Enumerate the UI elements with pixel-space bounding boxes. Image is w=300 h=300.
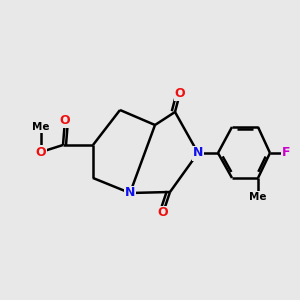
Text: O: O <box>60 113 70 127</box>
Text: O: O <box>175 86 185 100</box>
Text: O: O <box>158 206 168 220</box>
Text: Me: Me <box>32 122 50 132</box>
Text: Me: Me <box>249 192 267 202</box>
Text: F: F <box>282 146 290 160</box>
Text: N: N <box>193 146 203 160</box>
Text: N: N <box>125 187 135 200</box>
Text: O: O <box>36 146 46 158</box>
